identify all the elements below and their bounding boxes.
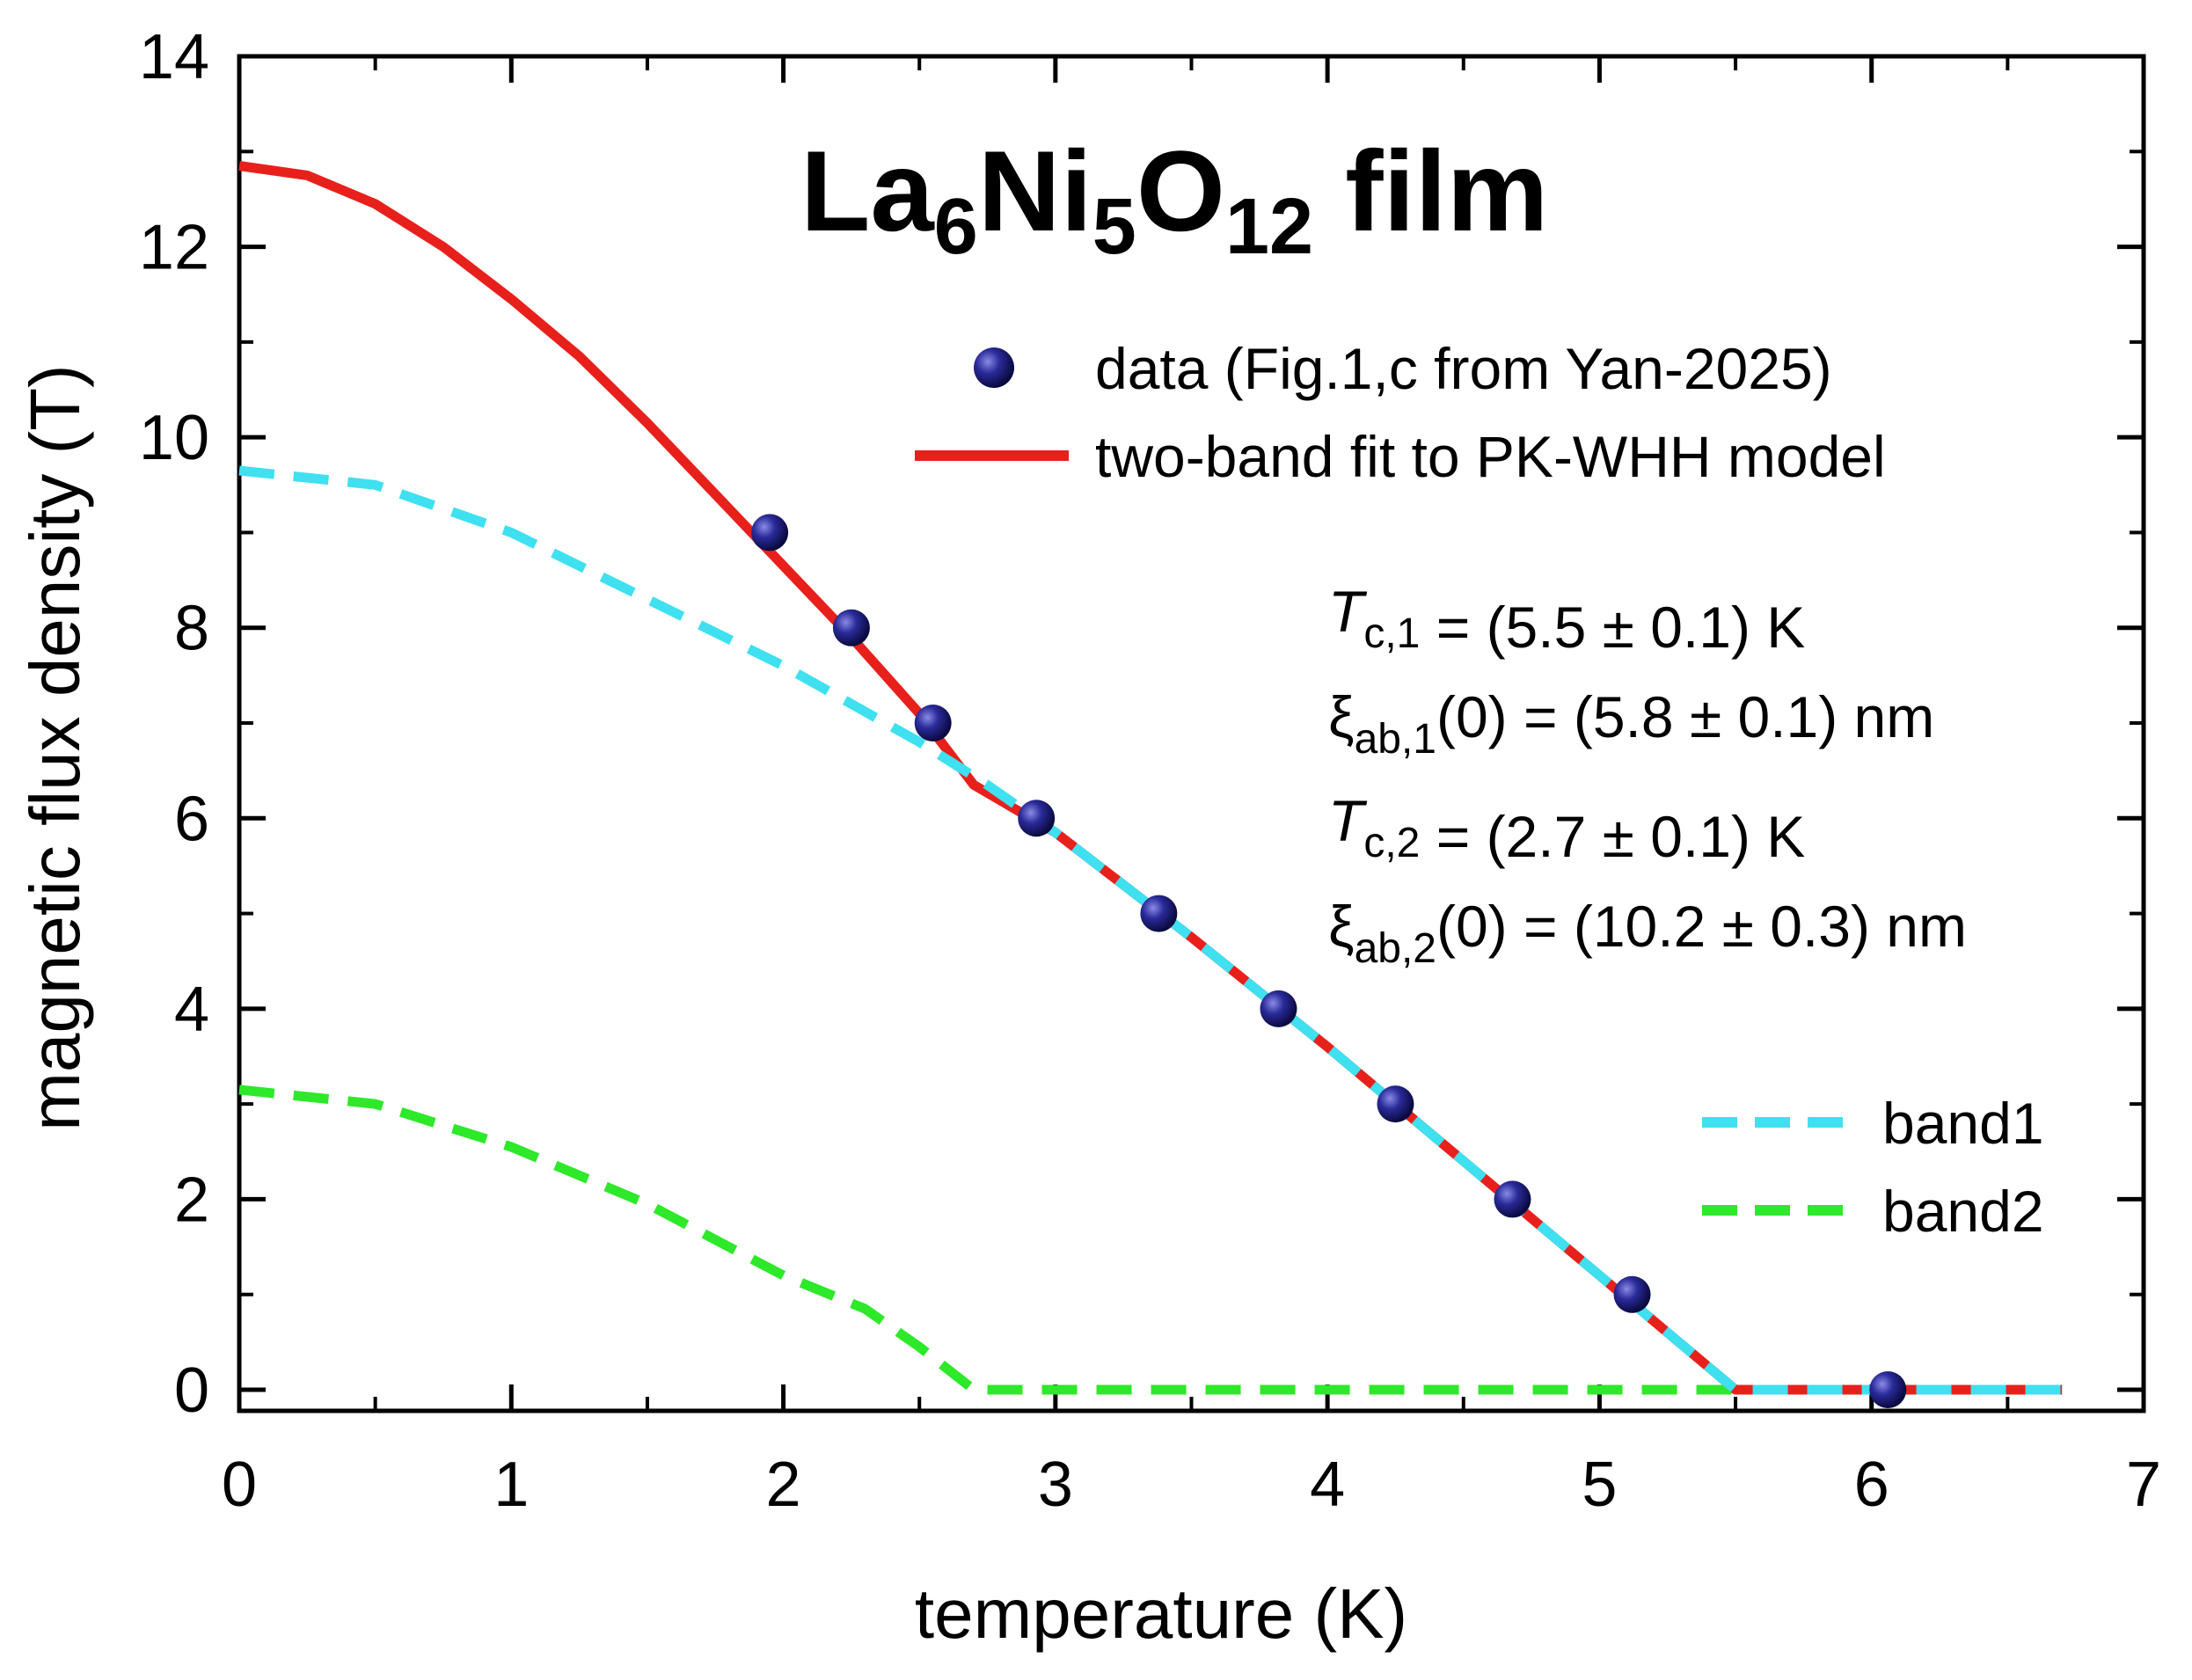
data-point (1377, 1085, 1414, 1123)
y-tick-label: 12 (139, 213, 209, 283)
chart-title: La6Ni5O12 film (800, 127, 1548, 271)
x-tick-label: 3 (1038, 1450, 1073, 1520)
legend-fit-label: two-band fit to PK-WHH model (1095, 424, 1886, 489)
legend-band2-label: band2 (1882, 1179, 2044, 1244)
param-tc2: Tc,2 = (2.7 ± 0.1) K (1328, 788, 1805, 869)
data-points (751, 514, 1907, 1408)
x-tick-label: 5 (1582, 1450, 1617, 1520)
data-point (1494, 1180, 1531, 1218)
y-axis-label: magnetic flux density (T) (16, 364, 94, 1130)
data-point (1260, 990, 1297, 1027)
legend-bottom: band1 band2 (1702, 1091, 2044, 1244)
x-tick-label: 2 (766, 1450, 801, 1520)
param-tc1: Tc,1 = (5.5 ± 0.1) K (1328, 579, 1805, 660)
x-tick-label: 7 (2126, 1450, 2161, 1520)
y-tick-label: 8 (174, 594, 209, 664)
x-tick-label: 0 (222, 1450, 257, 1520)
data-point (914, 705, 952, 741)
legend-top: data (Fig.1,c from Yan-2025) two-band fi… (915, 336, 1886, 489)
data-point (1140, 895, 1178, 932)
fit-parameters: Tc,1 = (5.5 ± 0.1) K ξab,1(0) = (5.8 ± 0… (1328, 579, 1967, 972)
legend-band1-label: band1 (1882, 1091, 2044, 1156)
y-tick-label: 2 (174, 1165, 209, 1235)
y-tick-label: 14 (139, 22, 209, 92)
y-tick-label: 0 (174, 1355, 209, 1426)
data-point (1613, 1275, 1651, 1313)
band2-line (238, 1085, 2063, 1395)
param-xi2: ξab,2(0) = (10.2 ± 0.3) nm (1328, 894, 1967, 972)
x-tick-label: 1 (493, 1450, 529, 1520)
band1-line (238, 465, 2063, 1395)
x-axis-label: temperature (K) (915, 1574, 1407, 1653)
param-xi1: ξab,1(0) = (5.8 ± 0.1) nm (1328, 684, 1934, 763)
data-point (1869, 1371, 1907, 1408)
data-point (1018, 800, 1056, 837)
legend-data-label: data (Fig.1,c from Yan-2025) (1095, 336, 1832, 401)
axis-ticks (237, 54, 2146, 1411)
y-tick-label: 4 (174, 975, 209, 1045)
data-point (832, 609, 870, 646)
data-point (751, 514, 789, 551)
y-tick-label: 10 (139, 403, 209, 473)
y-tick-label: 6 (174, 784, 209, 854)
x-tick-label: 6 (1854, 1450, 1889, 1520)
x-tick-label: 4 (1310, 1450, 1345, 1520)
legend-data-marker (974, 347, 1014, 388)
